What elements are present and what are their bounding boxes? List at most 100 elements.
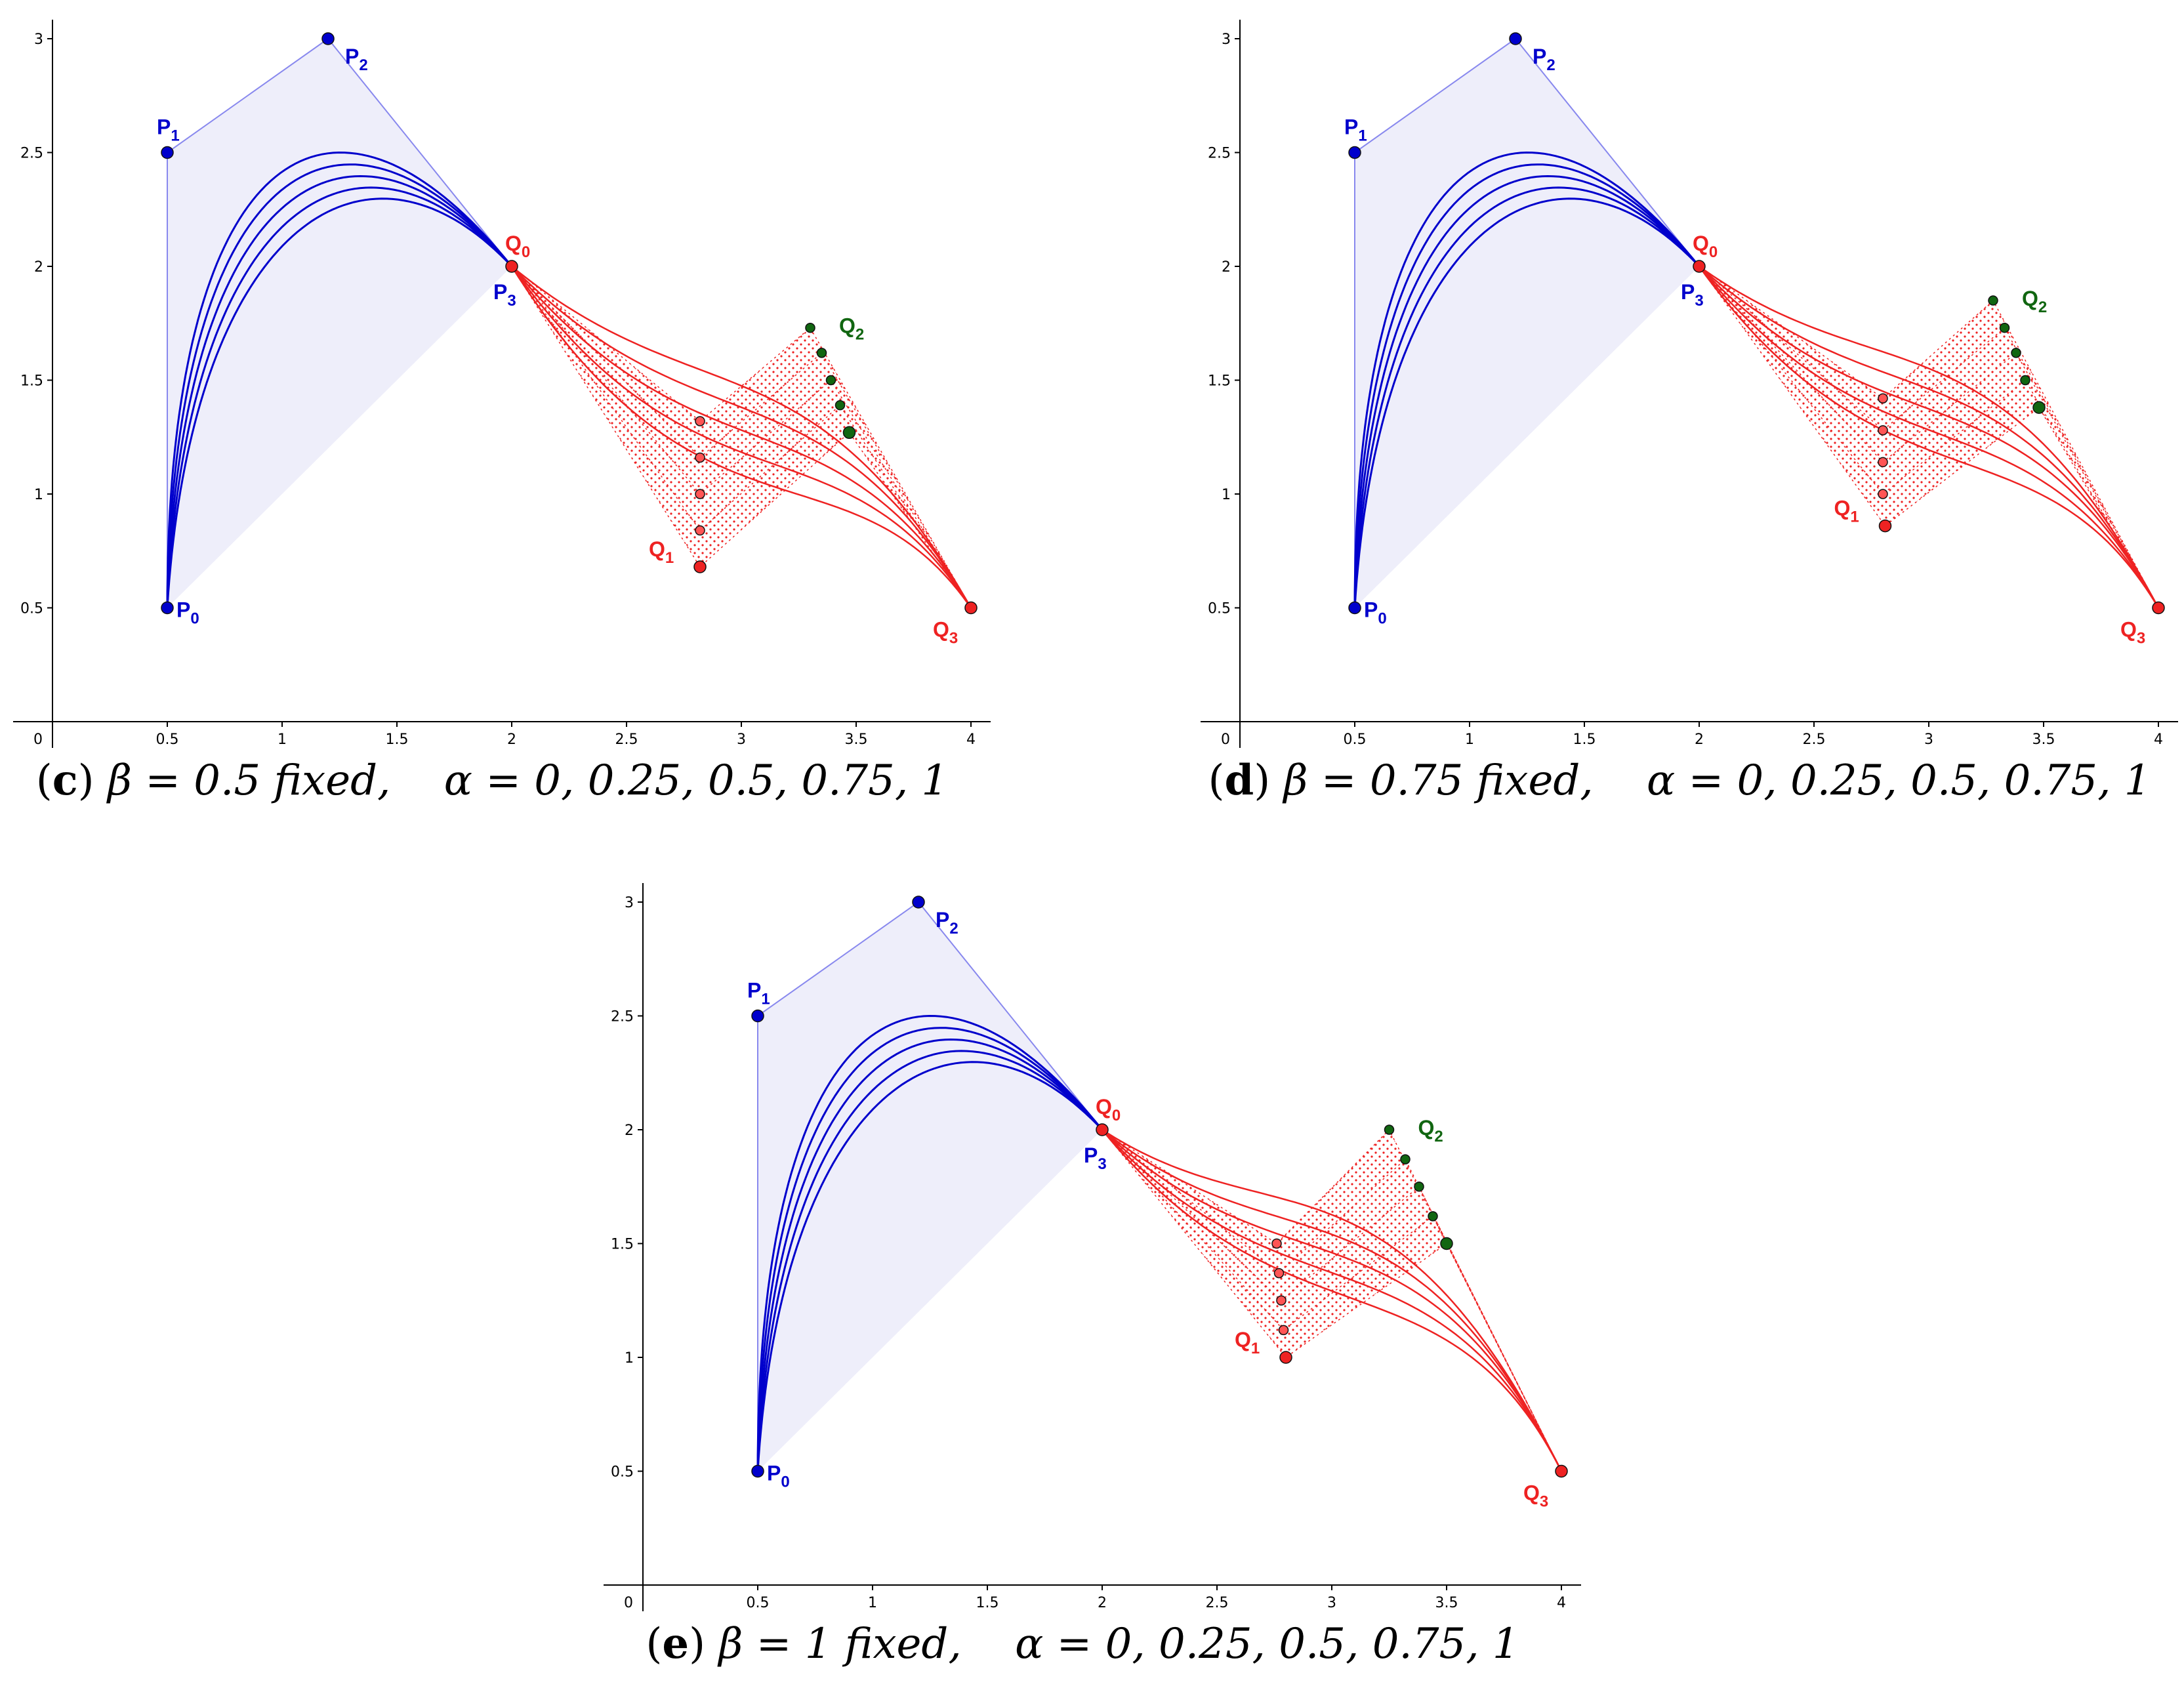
label-p2-sub: 2 xyxy=(949,920,958,938)
label-p1-sub: 1 xyxy=(761,991,770,1008)
label-q3-sub: 3 xyxy=(2137,630,2145,648)
label-p3: P3 xyxy=(1681,280,1704,310)
y-tick-label: 1 xyxy=(1222,487,1231,503)
blue-hull xyxy=(1355,39,1699,608)
joint-point xyxy=(505,260,518,273)
x-tick-label: 3 xyxy=(1327,1595,1336,1611)
y-tick-label: 0.5 xyxy=(1208,601,1231,617)
red-control-polygon-0 xyxy=(1699,266,2159,608)
x-tick-label: 1 xyxy=(868,1595,877,1611)
caption-alphas: α = 0, 0.25, 0.5, 0.75, 1 xyxy=(1015,1620,1519,1668)
green-point-q2-1 xyxy=(816,348,827,358)
chart-d: 0 0.5 1 1.5 2 2.5 3 3.5 40.511.522.53P0P1P2P3Q0Q… xyxy=(1201,20,2178,748)
red-curve-0 xyxy=(511,266,972,609)
label-p0: P0 xyxy=(1364,598,1387,628)
label-q3: Q3 xyxy=(933,618,958,648)
blue-curve-1 xyxy=(166,163,513,608)
x-tick-label: 0 xyxy=(1221,732,1230,748)
label-q3: Q3 xyxy=(2120,618,2145,648)
green-point-q2-0 xyxy=(1988,295,1998,306)
blue-point-p2 xyxy=(321,32,335,45)
green-point-q2-4 xyxy=(842,426,856,440)
y-tick-label: 2 xyxy=(34,259,43,276)
x-tick-label: 3 xyxy=(1924,732,1933,748)
red-control-polygon-3 xyxy=(1699,266,2159,608)
label-p1-sub: 1 xyxy=(1358,127,1367,145)
caption-alphas: α = 0, 0.25, 0.5, 0.75, 1 xyxy=(443,756,949,805)
green-point-q2-4 xyxy=(1440,1237,1453,1250)
blue-control-polygon xyxy=(1354,37,1700,608)
y-tick-label: 1 xyxy=(34,487,43,503)
label-q0-sub: 0 xyxy=(522,243,530,261)
blue-hull xyxy=(167,39,512,608)
red-point-q1-3 xyxy=(1878,489,1888,499)
label-q1: Q1 xyxy=(649,537,674,567)
y-tick-label: 0.5 xyxy=(20,601,43,617)
caption-d: (d) β = 0.75 fixed, α = 0, 0.25, 0.5, 0.… xyxy=(1208,756,2151,805)
blue-curve-2 xyxy=(1353,175,1700,608)
red-curve-1 xyxy=(1699,266,2160,609)
red-point-q1-4 xyxy=(693,560,707,573)
red-point-q1-4 xyxy=(1878,519,1892,533)
blue-curve-4 xyxy=(756,1061,1103,1472)
y-tick-label: 1.5 xyxy=(611,1237,634,1253)
x-tick-label: 0.5 xyxy=(156,732,179,748)
blue-curve-2 xyxy=(166,175,513,608)
label-p3-sub: 3 xyxy=(1695,292,1703,310)
chart-panel-d: 0 0.5 1 1.5 2 2.5 3 3.5 4 0.5 1 1.5 2 2.5 3 P0 P1 P2 P3 Q0 Q… xyxy=(1187,0,2178,805)
label-q1-sub: 1 xyxy=(665,549,674,567)
caption-param: β = 0.75 fixed, xyxy=(1283,756,1594,805)
label-p3-sub: 3 xyxy=(1098,1155,1106,1173)
label-q0-sub: 0 xyxy=(1112,1107,1121,1124)
y-tick-label: 1 xyxy=(625,1350,634,1367)
red-point-q1-1 xyxy=(1878,425,1888,436)
red-point-q1-0 xyxy=(1271,1238,1282,1249)
label-q1-sub: 1 xyxy=(1850,508,1859,526)
red-curve-4 xyxy=(510,266,972,609)
green-point-q2-2 xyxy=(2011,348,2021,358)
label-p3: P3 xyxy=(493,280,516,310)
y-tick-label: 0.5 xyxy=(611,1464,634,1481)
x-tick-label: 1.5 xyxy=(386,732,409,748)
label-p1-sub: 1 xyxy=(171,127,179,145)
label-p1: P1 xyxy=(747,979,770,1008)
chart-panel-c: 0 0.5 1 1.5 2 2.5 3 3.5 4 0.5 1 1.5 2 2.5 3 P0 P1 P2 P3 Q0 Q… xyxy=(0,0,991,805)
label-q3-sub: 3 xyxy=(1540,1493,1548,1511)
red-hatch-region xyxy=(1102,1130,1561,1472)
x-tick-label: 4 xyxy=(2154,732,2163,748)
y-tick-label: 1.5 xyxy=(20,373,43,390)
red-control-polygon-2 xyxy=(1102,1129,1562,1472)
red-curve-0 xyxy=(1699,265,2160,609)
label-q3: Q3 xyxy=(1523,1481,1548,1511)
label-q1: Q1 xyxy=(1235,1328,1260,1357)
x-tick-label: 0 xyxy=(33,732,43,748)
caption-c: (c) β = 0.5 fixed, α = 0, 0.25, 0.5, 0.7… xyxy=(35,756,949,805)
x-tick-label: 3.5 xyxy=(845,732,868,748)
y-tick-label: 3 xyxy=(34,31,43,48)
red-control-polygon-1 xyxy=(1699,266,2159,608)
label-p0: P0 xyxy=(767,1462,790,1491)
blue-point-p1 xyxy=(751,1009,764,1023)
red-curve-3 xyxy=(1699,266,2160,609)
green-point-q2-2 xyxy=(1414,1182,1424,1192)
caption-tag: d xyxy=(1224,756,1254,805)
x-tick-label: 3 xyxy=(737,732,746,748)
blue-control-polygon xyxy=(167,37,512,608)
y-tick-label: 1.5 xyxy=(1208,373,1231,390)
blue-point-p0 xyxy=(751,1464,764,1478)
chart-panel-e: 0 0.5 1 1.5 2 2.5 3 3.5 4 0.5 1 1.5 2 2.5 3 P0 P1 P2 P3 Q0 Q… xyxy=(590,863,1581,1668)
y-tick-label: 3 xyxy=(1222,31,1231,48)
green-point-q2-4 xyxy=(2032,401,2046,414)
red-curve-2 xyxy=(1699,266,2160,609)
red-point-q1-2 xyxy=(1276,1295,1287,1306)
blue-curve-4 xyxy=(166,197,513,608)
green-point-q2-0 xyxy=(1384,1124,1395,1135)
x-tick-label: 2 xyxy=(1098,1595,1107,1611)
label-p1: P1 xyxy=(1344,115,1367,145)
red-control-polygon-2 xyxy=(511,266,972,608)
chart-e: 0 0.5 1 1.5 2 2.5 3 3.5 40.511.522.53P0P1P2P3Q0Q… xyxy=(604,883,1581,1611)
label-q2: Q2 xyxy=(1418,1116,1443,1145)
red-curve-1 xyxy=(511,266,972,609)
caption-param: β = 1 fixed, xyxy=(718,1620,962,1668)
green-point-q2-1 xyxy=(1999,322,2010,333)
